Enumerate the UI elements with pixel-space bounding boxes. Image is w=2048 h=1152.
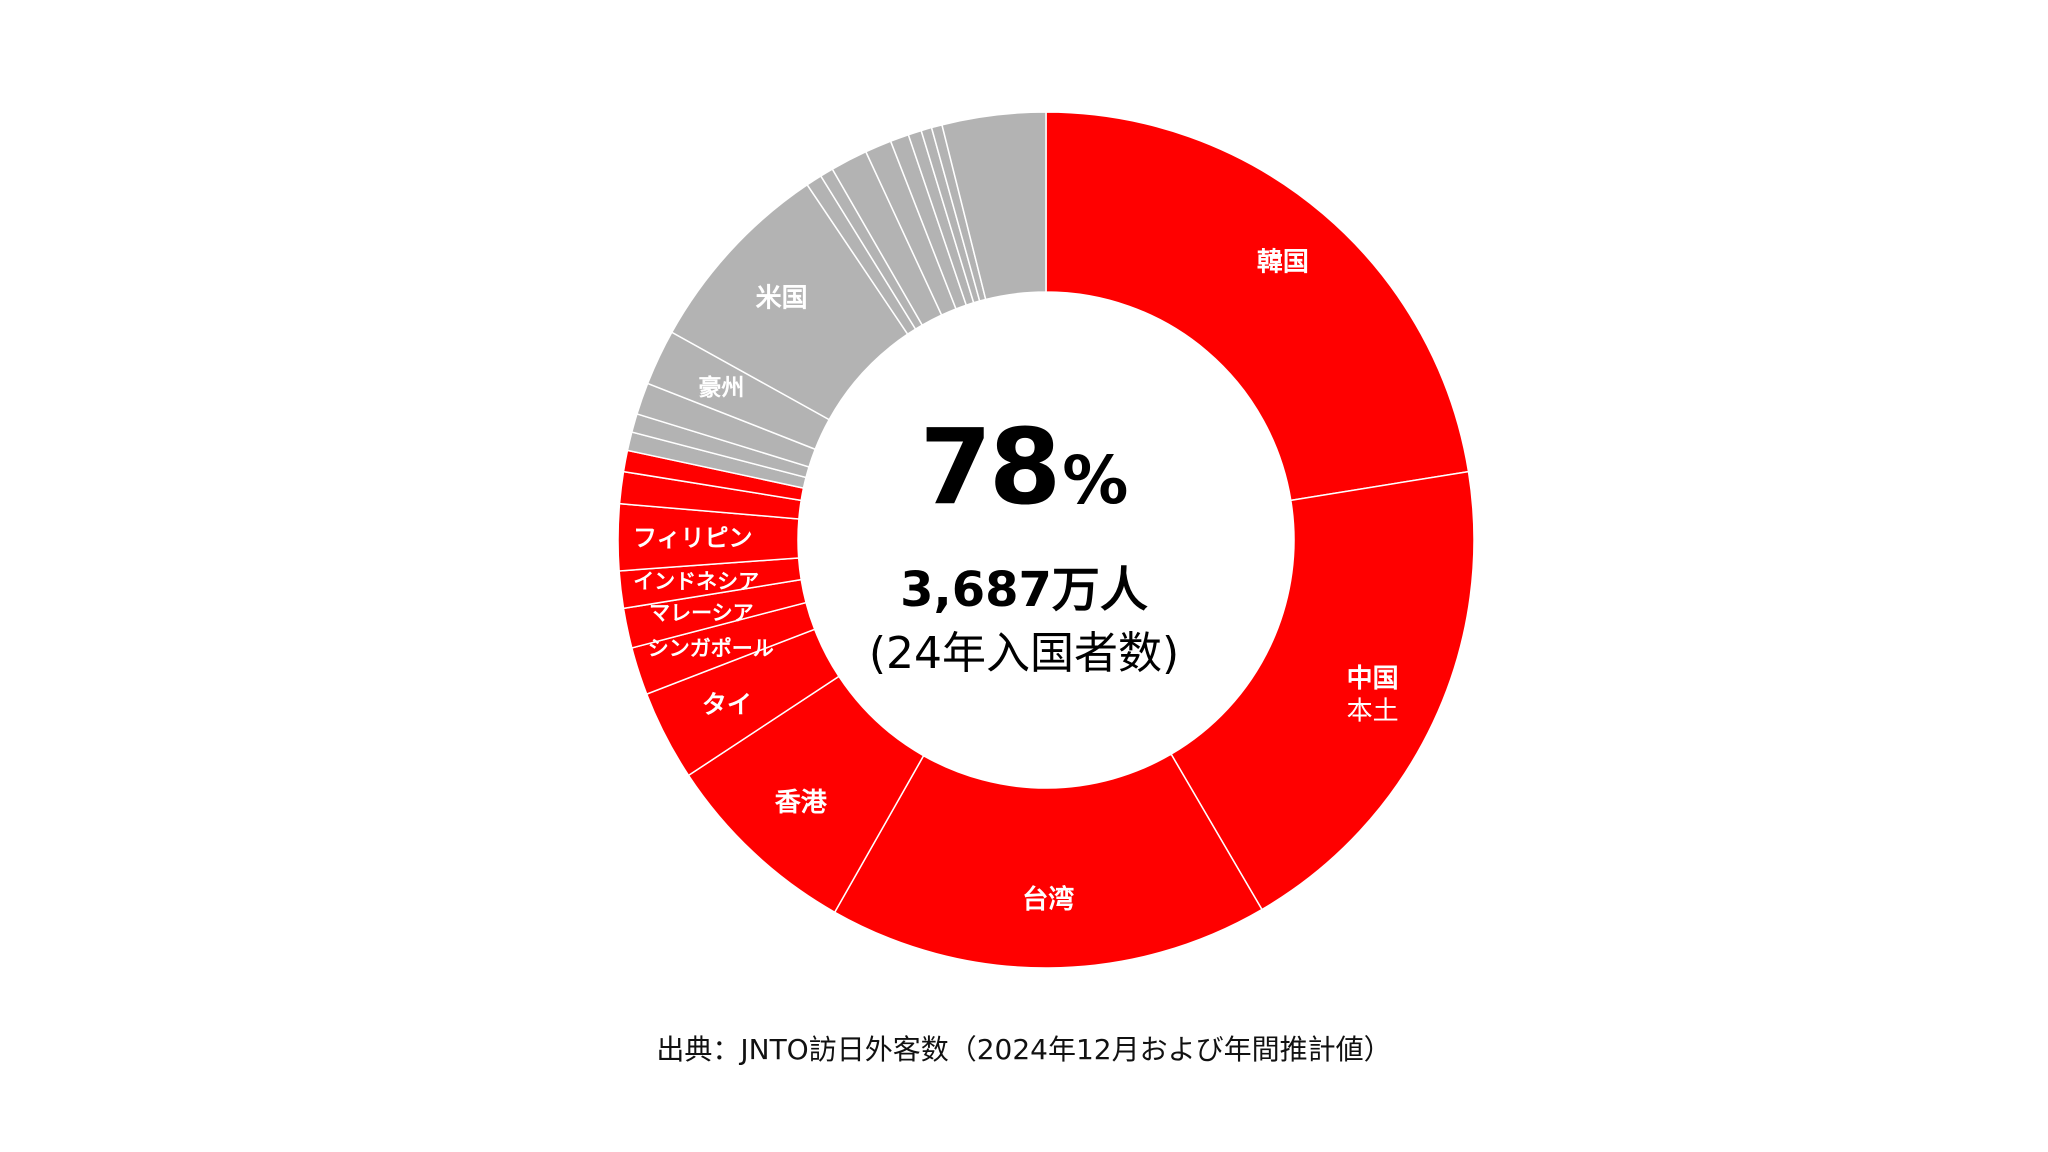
slice-label-15: 米国 — [756, 283, 808, 313]
center-percent-value: 78 — [919, 406, 1062, 528]
slice-label-8: フィリピン — [633, 524, 753, 552]
slice-label-0: 韓国 — [1257, 248, 1309, 278]
slice-label-1: 中国本土 — [1347, 664, 1399, 727]
center-subtitle: (24年入国者数) — [868, 628, 1180, 679]
center-percent-unit: % — [1062, 442, 1129, 519]
center-percentage: 78% — [824, 415, 1224, 519]
slice-label-7: インドネシア — [633, 569, 759, 593]
slice-1 — [1170, 470, 1475, 911]
source-note: 出典：JNTO訪日外客数（2024年12月および年間推計値） — [656, 1033, 1392, 1066]
slice-label-6: マレーシア — [649, 601, 754, 625]
center-total: 3,687万人 — [900, 562, 1148, 618]
slice-0 — [1045, 111, 1470, 502]
slice-label-2: 台湾 — [1022, 884, 1074, 915]
slice-label-14: 豪州 — [698, 374, 744, 401]
slice-label-4: タイ — [702, 690, 752, 719]
donut-slices — [617, 111, 1475, 969]
slice-24 — [941, 111, 1047, 301]
slice-label-3: 香港 — [775, 788, 828, 818]
slice-label-5: シンガポール — [648, 636, 774, 660]
slice-2 — [833, 753, 1263, 969]
